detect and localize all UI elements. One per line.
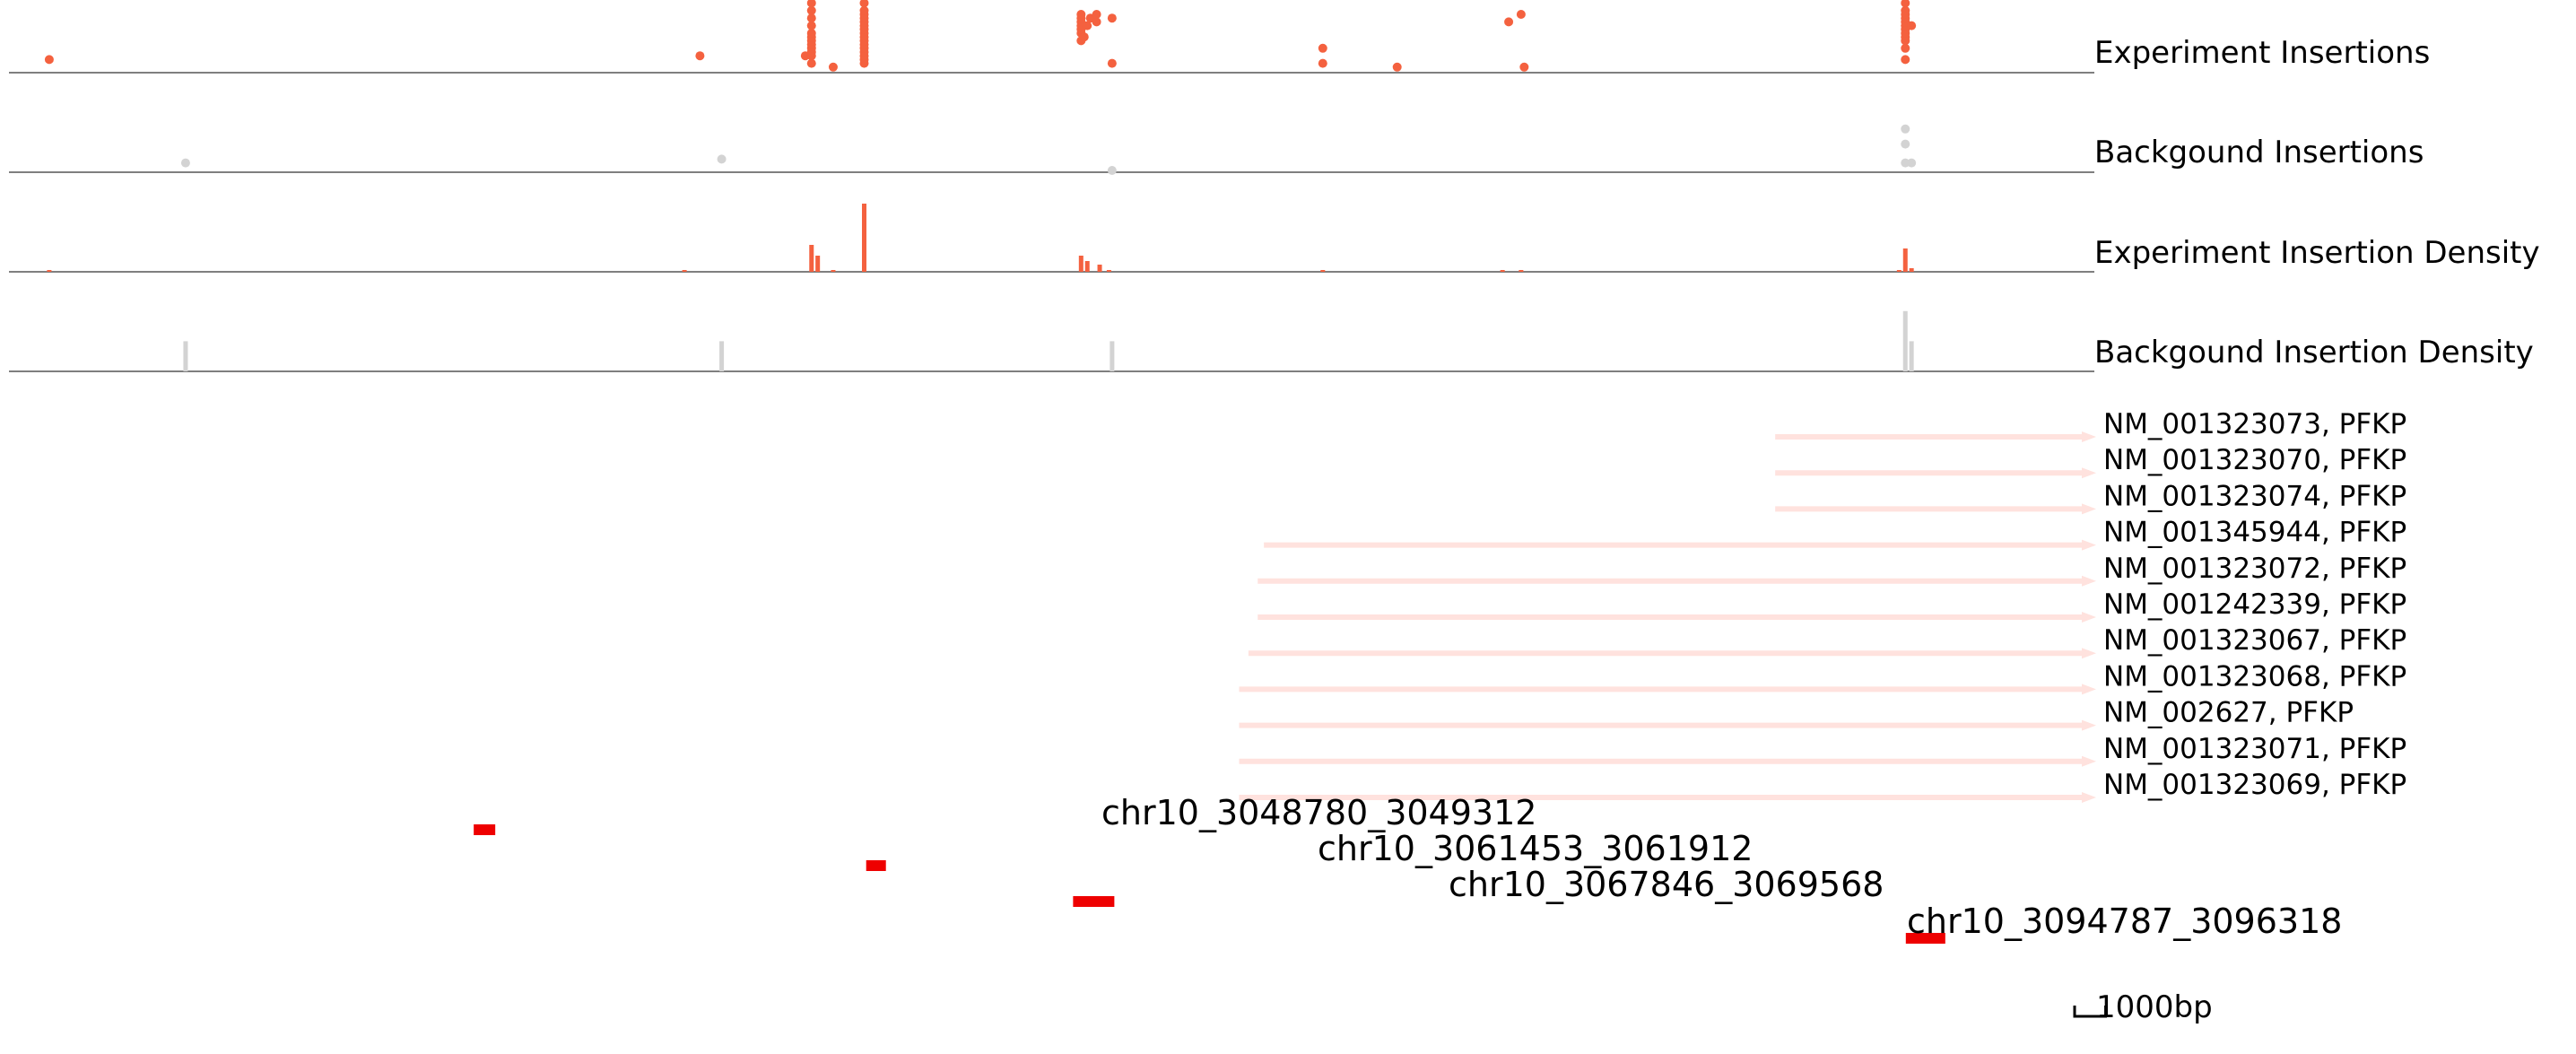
experiment-insertion-point bbox=[695, 51, 705, 61]
peak-label: chr10_3048780_3049312 bbox=[1101, 793, 1536, 832]
transcript-label: NM_001242339, PFKP bbox=[2103, 588, 2406, 621]
experiment-insertion-point bbox=[806, 58, 816, 68]
experiment-density-bar bbox=[1519, 270, 1524, 272]
transcript-arrowhead bbox=[2082, 575, 2096, 587]
experiment-density-bar bbox=[1320, 270, 1326, 272]
transcript-label: NM_002627, PFKP bbox=[2103, 697, 2354, 729]
experiment-density-bar bbox=[1500, 270, 1505, 272]
background-density-bar bbox=[183, 341, 188, 371]
peak-label: chr10_3067846_3069568 bbox=[1449, 865, 1884, 904]
transcript-label: NM_001323072, PFKP bbox=[2103, 553, 2406, 585]
transcript-label: NM_001323070, PFKP bbox=[2103, 444, 2406, 476]
experiment-insertion-point bbox=[806, 29, 816, 38]
background-density-bar bbox=[1902, 310, 1908, 371]
peak-label: chr10_3094787_3096318 bbox=[1907, 902, 2342, 941]
transcript-arrowhead bbox=[2082, 431, 2096, 442]
experiment-density-bar bbox=[1106, 270, 1111, 272]
experiment-insertion-point bbox=[1392, 62, 1402, 72]
experiment-insertion-point bbox=[806, 5, 816, 15]
experiment-insertion-point bbox=[859, 5, 869, 15]
scale-bar-label: 1000bp bbox=[2096, 989, 2213, 1025]
experiment-insertion-point bbox=[1318, 43, 1327, 53]
transcript-label: NM_001323069, PFKP bbox=[2103, 769, 2406, 801]
transcript-track: NM_001323073, PFKP NM_001323070, PFKP NM_0… bbox=[1239, 408, 2406, 803]
experiment-insertion-point bbox=[1107, 13, 1117, 23]
background-density-bar bbox=[1909, 341, 1914, 371]
experiment-insertion-point bbox=[1901, 5, 1910, 15]
background-insertion-point bbox=[1107, 166, 1117, 175]
experiment-insertion-point bbox=[1318, 58, 1327, 68]
peak-block bbox=[1073, 896, 1115, 907]
peak-label: chr10_3061453_3061912 bbox=[1318, 829, 1753, 868]
experiment-density-bar bbox=[815, 256, 821, 272]
background-insertion-point bbox=[1907, 158, 1917, 168]
background-insertion-point bbox=[180, 158, 190, 168]
experiment-density-bar bbox=[861, 204, 866, 272]
experiment-insertion-point bbox=[806, 13, 816, 23]
experiment-density-bar bbox=[1078, 256, 1083, 272]
background-insertion-point bbox=[1901, 139, 1910, 149]
scale-bar: 1000bp bbox=[2073, 989, 2213, 1025]
scale-bar-line bbox=[2073, 1006, 2108, 1018]
transcript-arrowhead bbox=[2082, 503, 2096, 515]
transcript-arrowhead bbox=[2082, 467, 2096, 479]
experiment-density-bar bbox=[1902, 248, 1908, 272]
peak-block bbox=[1905, 933, 1945, 944]
transcript-label: NM_001323074, PFKP bbox=[2103, 480, 2406, 512]
background-insertion-point bbox=[717, 154, 727, 164]
experiment-insertion-point bbox=[859, 0, 869, 8]
experiment-insertion-point bbox=[1504, 17, 1514, 27]
track-label: Backgound Insertions bbox=[2094, 135, 2424, 170]
transcript-arrowhead bbox=[2082, 648, 2096, 659]
experiment-density-bar bbox=[1896, 270, 1902, 272]
transcript-label: NM_001323067, PFKP bbox=[2103, 624, 2406, 657]
track-label: Backgound Insertion Density bbox=[2094, 335, 2534, 370]
experiment-insertion-point bbox=[1083, 21, 1092, 30]
experiment-density-bar bbox=[1084, 261, 1090, 272]
transcript-arrowhead bbox=[2082, 612, 2096, 623]
peak-block bbox=[474, 824, 496, 835]
transcript-label: NM_001323071, PFKP bbox=[2103, 733, 2406, 765]
experiment-insertion-point bbox=[1076, 10, 1086, 19]
experiment-insertion-point bbox=[1079, 32, 1089, 42]
experiment-insertion-point bbox=[1107, 58, 1117, 68]
experiment-insertion-point bbox=[828, 62, 838, 72]
background-density-bar bbox=[719, 341, 725, 371]
transcript-arrowhead bbox=[2082, 684, 2096, 695]
experiment-insertion-point bbox=[1901, 0, 1910, 8]
peak-block bbox=[866, 860, 886, 871]
experiment-density-bar bbox=[809, 245, 814, 272]
transcript-arrowhead bbox=[2082, 755, 2096, 767]
background-density-bar bbox=[1110, 341, 1115, 371]
transcript-arrowhead bbox=[2082, 539, 2096, 551]
experiment-insertion-point bbox=[44, 55, 54, 65]
experiment-insertion-point bbox=[1901, 43, 1910, 53]
experiment-insertion-point bbox=[1519, 62, 1529, 72]
transcript-arrowhead bbox=[2082, 719, 2096, 731]
experiment-density-bar bbox=[1909, 268, 1914, 272]
track-label: Experiment Insertions bbox=[2094, 35, 2430, 71]
transcript-label: NM_001345944, PFKP bbox=[2103, 517, 2406, 549]
track-label: Experiment Insertion Density bbox=[2094, 235, 2540, 271]
experiment-density-bar bbox=[47, 270, 52, 272]
transcript-label: NM_001323068, PFKP bbox=[2103, 660, 2406, 693]
experiment-insertion-point bbox=[806, 21, 816, 30]
experiment-insertion-point bbox=[806, 0, 816, 8]
transcript-arrowhead bbox=[2082, 792, 2096, 803]
experiment-insertion-point bbox=[1092, 17, 1101, 27]
experiment-density-bar bbox=[682, 270, 687, 272]
experiment-insertion-point bbox=[1901, 55, 1910, 65]
experiment-density-bar bbox=[1097, 265, 1102, 272]
background-insertion-point bbox=[1901, 124, 1910, 134]
experiment-insertion-point bbox=[1907, 21, 1917, 30]
transcript-label: NM_001323073, PFKP bbox=[2103, 408, 2406, 440]
peak-track: chr10_3048780_3049312chr10_3061453_30619… bbox=[474, 793, 2342, 944]
experiment-insertion-point bbox=[1516, 10, 1526, 19]
background-insertion-point bbox=[1901, 158, 1910, 168]
insertion-tracks: Experiment Insertions Backgound Insertion… bbox=[9, 0, 2540, 372]
experiment-density-bar bbox=[831, 270, 836, 272]
experiment-insertion-point bbox=[1092, 10, 1101, 19]
